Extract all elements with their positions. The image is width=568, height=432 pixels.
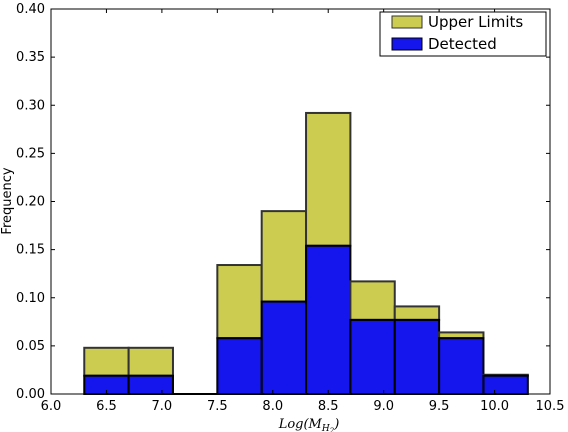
bar-detected-4: [305, 244, 352, 395]
legend-swatch-detected: [391, 37, 423, 51]
bar-detected-3: [260, 300, 308, 396]
bar-detected-2: [216, 337, 263, 395]
x-tick-label-3: 7.5: [207, 399, 228, 414]
x-tick-label-0: 6.0: [41, 399, 62, 414]
x-tick-label-7: 9.5: [429, 399, 450, 414]
y-tick-label-3: 0.15: [16, 243, 45, 258]
plot-frame: [50, 8, 551, 395]
y-tick-label-4: 0.20: [16, 195, 45, 210]
bar-upper-limits-5: [349, 280, 396, 321]
x-tick-label-8: 10.0: [480, 399, 509, 414]
x-tick-label-4: 8.0: [262, 399, 283, 414]
bar-upper-limits-2: [216, 264, 263, 340]
y-tick-label-2: 0.10: [16, 291, 45, 306]
y-tick-label-0: 0.00: [16, 387, 45, 402]
ticks-layer: 6.0 6.5 7.0 7.5 8.0 8.5 9.0 9.5 10.0 10.5 0.00 0.05…: [16, 2, 564, 414]
x-tick-label-9: 10.5: [536, 399, 565, 414]
bar-detected-5: [349, 318, 396, 396]
legend-label-detected: Detected: [428, 35, 497, 53]
x-axis-label: Log(MH2): [278, 417, 340, 432]
legend-label-upper-limits: Upper Limits: [428, 13, 523, 31]
bar-detected-6: [393, 318, 441, 396]
legend: Upper Limits Detected: [379, 11, 547, 57]
bar-upper-limits-3: [260, 210, 308, 303]
bar-upper-limits-4: [305, 111, 352, 247]
x-tick-label-6: 9.0: [373, 399, 394, 414]
bar-detected-8: [482, 374, 529, 395]
y-tick-label-1: 0.05: [16, 339, 45, 354]
x-tick-label-1: 6.5: [96, 399, 117, 414]
y-tick-label-7: 0.35: [16, 50, 45, 65]
x-axis-label-close: ): [333, 417, 339, 432]
y-tick-label-5: 0.25: [16, 146, 45, 161]
legend-swatch-upper-limits: [391, 15, 423, 29]
bar-upper-limits-1: [127, 346, 174, 377]
bar-upper-limits-6: [393, 305, 441, 321]
x-axis-label-subscript: H: [321, 424, 330, 432]
bar-detected-7: [438, 337, 485, 395]
x-axis-label-main: Log(M: [278, 417, 323, 432]
y-axis-label: Frequency: [0, 167, 15, 234]
x-tick-label-5: 8.5: [318, 399, 339, 414]
bars-layer: [83, 111, 529, 396]
x-axis-label-subsubscript: 2: [329, 427, 335, 432]
bar-upper-limits-0: [83, 346, 130, 377]
x-tick-label-2: 7.0: [152, 399, 173, 414]
y-tick-label-6: 0.30: [16, 98, 45, 113]
y-tick-label-8: 0.40: [16, 2, 45, 17]
bar-detected-1: [127, 374, 174, 395]
